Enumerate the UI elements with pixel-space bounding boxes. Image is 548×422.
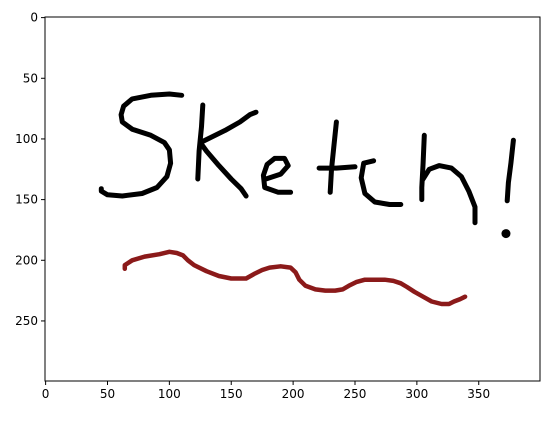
stroke-underline (122, 249, 468, 307)
x-tick-label: 150 (220, 387, 243, 401)
x-tick-label: 0 (42, 387, 50, 401)
y-tick-label: 200 (15, 253, 38, 267)
x-tick-label: 350 (467, 387, 490, 401)
x-tick-label: 200 (282, 387, 305, 401)
stroke-h-stem (419, 132, 427, 203)
stroke-e (260, 155, 294, 195)
exclamation-dot (501, 229, 511, 239)
stroke-t-cross (316, 164, 358, 171)
image-layer (98, 91, 516, 307)
y-tick-label: 50 (23, 71, 38, 85)
x-tick-label: 300 (405, 387, 428, 401)
y-tick-label: 150 (15, 193, 38, 207)
stroke-t-stem (327, 119, 339, 195)
y-tick-label: 0 (30, 11, 38, 25)
axes-frame (44, 16, 541, 382)
stroke-K-arms (197, 109, 259, 199)
x-tick-label: 100 (158, 387, 181, 401)
x-axis: 0 50 100 150 200 250 300 350 (42, 381, 490, 401)
y-tick-label: 100 (15, 132, 38, 146)
y-axis: 0 50 100 150 200 250 (15, 11, 45, 328)
x-tick-label: 50 (100, 387, 115, 401)
stroke-exclamation-line (504, 137, 516, 204)
stroke-h-arch (420, 163, 478, 226)
y-tick-label: 250 (15, 314, 38, 328)
x-tick-label: 250 (344, 387, 367, 401)
stroke-S (98, 91, 185, 199)
stroke-K-stem (195, 102, 206, 182)
stroke-c (358, 158, 404, 207)
